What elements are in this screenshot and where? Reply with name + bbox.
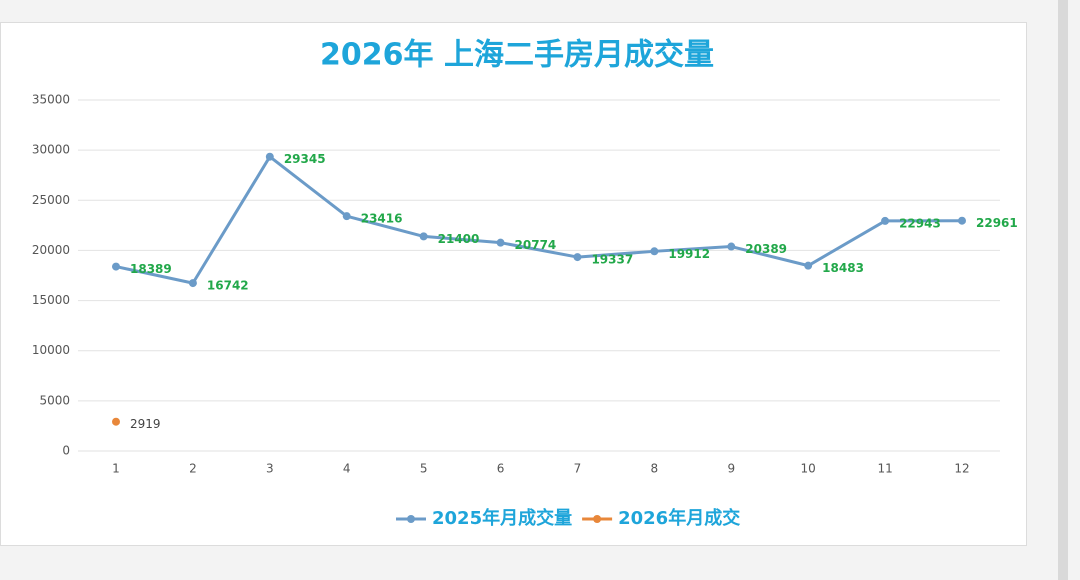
y-tick-label: 25000 [32, 193, 70, 207]
data-label: 19912 [668, 247, 710, 261]
x-tick-label: 1 [112, 462, 120, 476]
y-tick-label: 15000 [32, 293, 70, 307]
data-point [496, 238, 505, 247]
data-label: 18483 [822, 261, 864, 275]
legend-marker [407, 515, 415, 523]
chart-title: 2026年 上海二手房月成交量 [320, 38, 714, 73]
scrollbar [1058, 0, 1068, 580]
data-label: 29345 [284, 152, 326, 166]
data-label: 23416 [361, 212, 403, 226]
chart-card [0, 22, 1027, 546]
data-label: 18389 [130, 262, 172, 276]
x-tick-label: 7 [574, 462, 582, 476]
data-label: 22961 [976, 216, 1018, 230]
data-point [112, 417, 120, 426]
data-label: 21400 [438, 232, 480, 246]
legend-label: 2026年月成交 [618, 507, 740, 529]
x-tick-label: 3 [266, 462, 274, 476]
data-point [804, 261, 813, 270]
data-label: 19337 [591, 253, 633, 267]
x-tick-label: 4 [343, 462, 351, 476]
y-tick-label: 30000 [32, 143, 70, 157]
data-point [188, 279, 197, 288]
data-label: 2919 [130, 417, 161, 431]
legend-marker [593, 515, 602, 523]
data-point [650, 247, 659, 256]
y-tick-label: 5000 [39, 393, 70, 407]
x-tick-label: 11 [877, 462, 892, 476]
y-tick-label: 10000 [32, 343, 70, 357]
x-tick-label: 8 [651, 462, 659, 476]
data-point [112, 262, 120, 271]
data-label: 22943 [899, 216, 941, 230]
x-tick-label: 10 [801, 462, 816, 476]
data-point [958, 216, 966, 225]
data-label: 20389 [745, 242, 787, 256]
data-point [573, 253, 582, 262]
x-tick-label: 9 [727, 462, 735, 476]
data-point [419, 232, 428, 241]
y-tick-label: 0 [62, 444, 70, 458]
legend-label: 2025年月成交量 [432, 507, 572, 529]
data-point [265, 152, 274, 161]
y-tick-label: 35000 [32, 93, 70, 107]
x-tick-label: 12 [954, 462, 969, 476]
data-point [342, 212, 351, 221]
data-point [727, 242, 736, 251]
x-tick-label: 2 [189, 462, 197, 476]
data-label: 20774 [515, 238, 557, 252]
data-label: 16742 [207, 279, 249, 293]
x-tick-label: 5 [420, 462, 428, 476]
data-point [881, 216, 890, 225]
x-tick-label: 6 [497, 462, 505, 476]
y-tick-label: 20000 [32, 243, 70, 257]
series-line [115, 155, 963, 285]
